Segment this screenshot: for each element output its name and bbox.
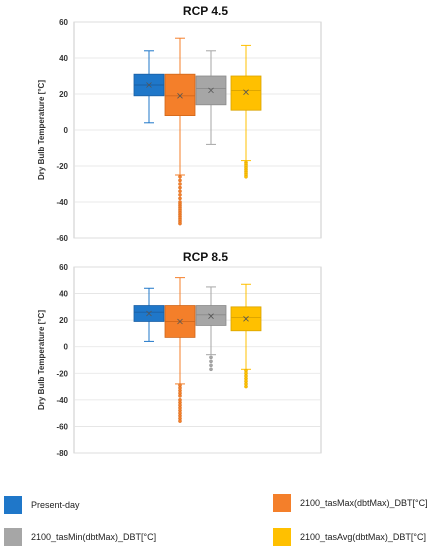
box-iqr	[195, 305, 227, 326]
y-axis-label: Dry Bulb Temperature [°C]	[37, 80, 46, 180]
outlier-point	[244, 174, 248, 179]
mean-marker	[243, 316, 249, 322]
legend-label: 2100_tasAvg(dbtMax)_DBT[°C]	[300, 532, 426, 542]
outlier-point	[178, 185, 182, 190]
outlier-point	[209, 363, 213, 368]
charts-svg: -60 -40 -20 0 20 40 60 RCP 4.5 Dry Bulb Temperat…	[37, 4, 322, 458]
legend-label: 2100_tasMax(dbtMax)_DBT[°C]	[300, 498, 428, 508]
y-tick-label: 0	[64, 343, 69, 352]
box-series-2	[164, 37, 196, 226]
legend-item-present-day: Present-day	[4, 496, 80, 514]
y-tick-label: -80	[56, 449, 68, 458]
legend-item-tasmin: 2100_tasMin(dbtMax)_DBT[°C]	[4, 528, 156, 546]
mean-marker	[146, 82, 152, 88]
legend-label: Present-day	[31, 500, 80, 510]
y-tick-label: 60	[59, 263, 68, 272]
box-series-4	[230, 283, 262, 389]
outlier-point	[209, 355, 213, 360]
chart-panel-2: -80 -60 -40 -20 0 20 40 60 RCP 8.5 Dry Bulb Tempe…	[37, 250, 322, 458]
box-iqr	[230, 75, 262, 111]
box-series-2	[164, 277, 196, 423]
mean-marker	[177, 93, 183, 99]
outlier-point	[178, 196, 182, 201]
y-tick-label: 40	[59, 54, 68, 63]
box-series-3	[195, 50, 227, 145]
y-tick-label: 0	[64, 126, 69, 135]
outlier-point	[178, 394, 182, 398]
legend-swatch	[273, 528, 291, 546]
outlier-point	[244, 384, 248, 389]
legend-item-tasavg: 2100_tasAvg(dbtMax)_DBT[°C]	[273, 528, 426, 546]
outlier-point	[209, 359, 213, 364]
mean-marker	[208, 313, 214, 319]
box-series-1	[133, 287, 165, 342]
legend-swatch	[273, 494, 291, 512]
box-series-3	[195, 286, 227, 372]
legend-swatch	[4, 528, 22, 546]
legend-swatch	[4, 496, 22, 514]
legend-label: 2100_tasMin(dbtMax)_DBT[°C]	[31, 532, 157, 542]
outlier-point	[209, 367, 213, 372]
outlier-point	[178, 174, 182, 179]
y-tick-label: 20	[59, 316, 68, 325]
plot-area	[73, 266, 322, 454]
legend-item-tasmax: 2100_tasMax(dbtMax)_DBT[°C]	[273, 494, 428, 512]
outlier-point	[178, 182, 182, 186]
outlier-point	[178, 192, 182, 197]
outlier-point	[178, 221, 182, 226]
y-tick-label: -20	[56, 369, 68, 378]
box-series-1	[133, 50, 165, 124]
y-tick-label: -40	[56, 198, 68, 207]
y-tick-label: -20	[56, 162, 68, 171]
mean-marker	[146, 310, 152, 317]
y-tick-label: -60	[56, 234, 68, 243]
mean-marker	[208, 87, 214, 94]
y-tick-label: 20	[59, 90, 68, 99]
outlier-point	[178, 178, 182, 183]
y-tick-label: -60	[56, 422, 68, 431]
outlier-point	[178, 419, 182, 423]
y-tick-label: 60	[59, 18, 68, 27]
chart-title: RCP 8.5	[183, 250, 228, 264]
y-axis-label: Dry Bulb Temperature [°C]	[37, 310, 46, 410]
outlier-point	[178, 189, 182, 193]
mean-marker	[177, 318, 183, 325]
mean-marker	[243, 89, 249, 95]
chart-title: RCP 4.5	[183, 4, 228, 18]
y-tick-label: -40	[56, 396, 68, 405]
chart-panel-1: -60 -40 -20 0 20 40 60 RCP 4.5 Dry Bulb Temperat…	[37, 4, 322, 243]
box-iqr	[164, 73, 196, 116]
box-series-4	[230, 44, 262, 179]
y-tick-label: 40	[59, 290, 68, 299]
